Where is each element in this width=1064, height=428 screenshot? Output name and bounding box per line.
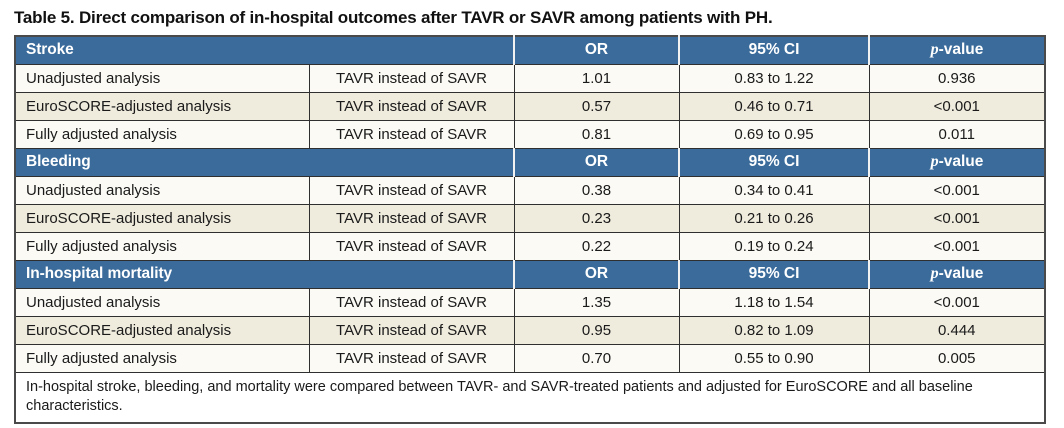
ci-cell: 0.34 to 0.41 [678, 175, 870, 205]
comparison-cell: TAVR instead of SAVR [308, 315, 515, 345]
column-header-or: OR [513, 259, 679, 289]
section-header-row: In-hospital mortality OR 95% CI p-value [15, 259, 1045, 289]
ci-cell: 0.46 to 0.71 [678, 91, 870, 121]
table-row: Unadjusted analysis TAVR instead of SAVR… [14, 175, 1046, 205]
table-row: EuroSCORE-adjusted analysis TAVR instead… [14, 91, 1046, 121]
section-title-mortality: In-hospital mortality [15, 259, 514, 289]
pvalue-cell: <0.001 [868, 287, 1046, 317]
table-row: Fully adjusted analysis TAVR instead of … [14, 343, 1046, 373]
table-row: Fully adjusted analysis TAVR instead of … [14, 231, 1046, 261]
comparison-cell: TAVR instead of SAVR [308, 287, 515, 317]
pvalue-cell: <0.001 [868, 91, 1046, 121]
pvalue-rest: -value [938, 153, 984, 170]
ci-cell: 0.82 to 1.09 [678, 315, 870, 345]
section-header-row: Bleeding OR 95% CI p-value [15, 147, 1045, 177]
or-cell: 0.38 [513, 175, 680, 205]
or-cell: 0.23 [513, 203, 680, 233]
pvalue-cell: <0.001 [868, 231, 1046, 261]
pvalue-cell: <0.001 [868, 203, 1046, 233]
pvalue-cell: 0.011 [868, 119, 1046, 149]
comparison-cell: TAVR instead of SAVR [308, 175, 515, 205]
or-cell: 0.57 [513, 91, 680, 121]
pvalue-italic-p: p [930, 153, 939, 170]
column-header-or: OR [513, 147, 679, 177]
analysis-cell: Unadjusted analysis [14, 287, 310, 317]
ci-cell: 0.19 to 0.24 [678, 231, 870, 261]
analysis-cell: Fully adjusted analysis [14, 343, 310, 373]
pvalue-cell: 0.005 [868, 343, 1046, 373]
column-header-ci: 95% CI [678, 147, 869, 177]
comparison-cell: TAVR instead of SAVR [308, 63, 515, 93]
or-cell: 0.70 [513, 343, 680, 373]
comparison-cell: TAVR instead of SAVR [308, 203, 515, 233]
section-header-row: Stroke OR 95% CI p-value [15, 35, 1045, 65]
section-title-stroke: Stroke [15, 35, 514, 65]
comparison-cell: TAVR instead of SAVR [308, 119, 515, 149]
column-header-pvalue: p-value [868, 259, 1045, 289]
column-header-ci: 95% CI [678, 35, 869, 65]
pvalue-rest: -value [938, 41, 984, 59]
analysis-cell: EuroSCORE-adjusted analysis [14, 91, 310, 121]
table-row: Unadjusted analysis TAVR instead of SAVR… [14, 63, 1046, 93]
table-row: EuroSCORE-adjusted analysis TAVR instead… [14, 203, 1046, 233]
or-cell: 1.01 [513, 63, 680, 93]
table-row: EuroSCORE-adjusted analysis TAVR instead… [14, 315, 1046, 345]
ci-cell: 0.69 to 0.95 [678, 119, 870, 149]
table-title: Table 5. Direct comparison of in-hospita… [14, 8, 773, 27]
analysis-cell: EuroSCORE-adjusted analysis [14, 315, 310, 345]
analysis-cell: Fully adjusted analysis [14, 119, 310, 149]
section-title-bleeding: Bleeding [15, 147, 514, 177]
or-cell: 0.95 [513, 315, 680, 345]
comparison-cell: TAVR instead of SAVR [308, 91, 515, 121]
analysis-cell: EuroSCORE-adjusted analysis [14, 203, 310, 233]
or-cell: 0.22 [513, 231, 680, 261]
ci-cell: 0.83 to 1.22 [678, 63, 870, 93]
table-row: Unadjusted analysis TAVR instead of SAVR… [14, 287, 1046, 317]
column-header-pvalue: p-value [868, 35, 1045, 65]
column-header-pvalue: p-value [868, 147, 1045, 177]
footnote-text: In-hospital stroke, bleeding, and mortal… [15, 371, 1045, 423]
table-row: Fully adjusted analysis TAVR instead of … [14, 119, 1046, 149]
column-header-or: OR [513, 35, 679, 65]
pvalue-italic-p: p [930, 265, 939, 282]
pvalue-cell: <0.001 [868, 175, 1046, 205]
analysis-cell: Fully adjusted analysis [14, 231, 310, 261]
pvalue-cell: 0.936 [868, 63, 1046, 93]
column-header-ci: 95% CI [678, 259, 869, 289]
pvalue-rest: -value [938, 265, 984, 282]
ci-cell: 1.18 to 1.54 [678, 287, 870, 317]
analysis-cell: Unadjusted analysis [14, 63, 310, 93]
pvalue-italic-p: p [930, 41, 939, 59]
ci-cell: 0.21 to 0.26 [678, 203, 870, 233]
or-cell: 1.35 [513, 287, 680, 317]
ci-cell: 0.55 to 0.90 [678, 343, 870, 373]
or-cell: 0.81 [513, 119, 680, 149]
comparison-cell: TAVR instead of SAVR [308, 231, 515, 261]
analysis-cell: Unadjusted analysis [14, 175, 310, 205]
pvalue-cell: 0.444 [868, 315, 1046, 345]
comparison-cell: TAVR instead of SAVR [308, 343, 515, 373]
footnote-row: In-hospital stroke, bleeding, and mortal… [15, 371, 1045, 423]
outcomes-table: Stroke OR 95% CI p-value Unadjusted anal… [14, 35, 1046, 424]
